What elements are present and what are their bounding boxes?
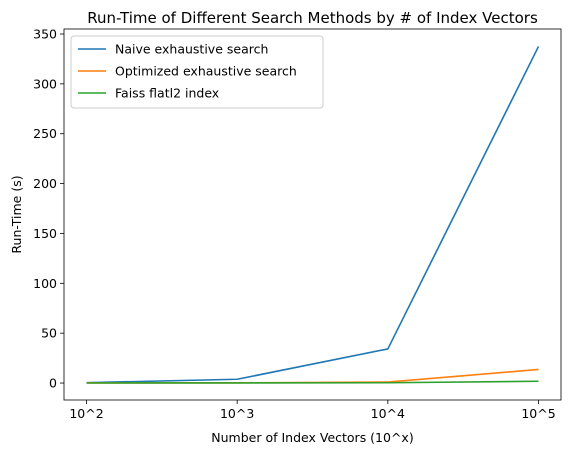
series-line-2 — [86, 380, 539, 384]
y-tick-label: 250 — [33, 126, 57, 141]
y-axis-label: Run-Time (s) — [9, 175, 24, 253]
y-tick-label: 0 — [49, 376, 57, 391]
y-tick-label: 150 — [33, 226, 57, 241]
legend-label-0: Naive exhaustive search — [115, 42, 268, 57]
x-axis-label: Number of Index Vectors (10^x) — [211, 430, 413, 445]
y-tick-label: 50 — [41, 326, 57, 341]
legend-box — [70, 35, 324, 109]
y-axis-ticks: 0 50 100 150 200 250 300 350 — [33, 26, 64, 391]
legend-label-1: Optimized exhaustive search — [115, 64, 297, 79]
series-lines — [86, 46, 540, 384]
x-axis-ticks: 10^2 10^3 10^4 10^5 — [69, 400, 556, 421]
y-tick-label: 300 — [33, 76, 57, 91]
series-line-0 — [86, 46, 540, 384]
y-tick-label: 100 — [33, 276, 57, 291]
x-tick-label: 10^5 — [521, 406, 555, 421]
y-tick-label: 350 — [33, 26, 57, 41]
plot-frame — [63, 28, 562, 401]
x-tick-label: 10^3 — [220, 406, 254, 421]
chart-title: Run-Time of Different Search Methods by … — [87, 9, 538, 27]
x-tick-label: 10^4 — [371, 406, 405, 421]
x-tick-label: 10^2 — [69, 406, 103, 421]
legend: Naive exhaustive search Optimized exhaust… — [70, 35, 324, 109]
legend-label-2: Faiss flatl2 index — [115, 86, 219, 101]
y-tick-label: 200 — [33, 176, 57, 191]
